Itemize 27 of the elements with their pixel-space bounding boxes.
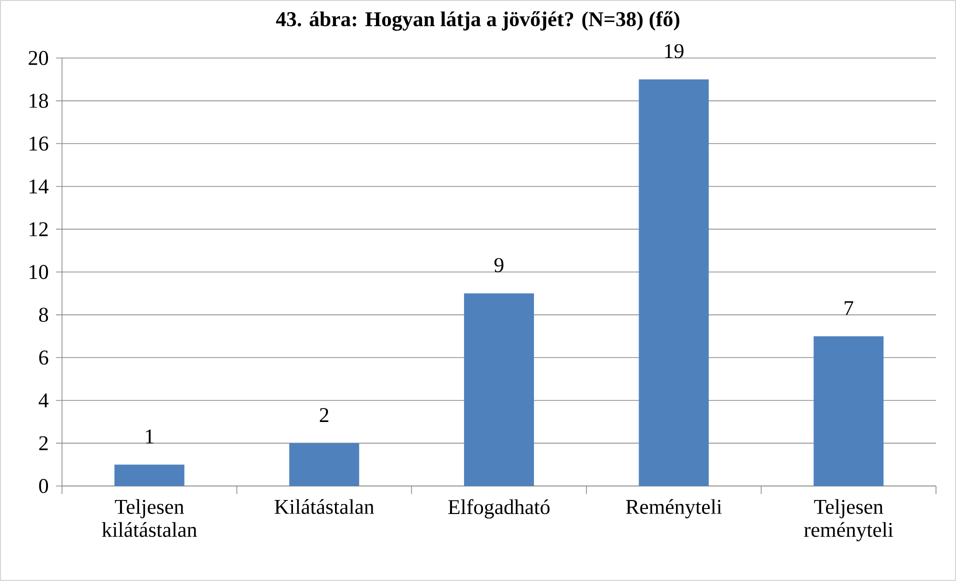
x-tick-label: Elfogadható [448,499,550,519]
bar [289,443,360,486]
bar [464,293,534,486]
x-tick-label: Teljesen kilátástalan [102,499,197,537]
chart-title: 43. ábra: Hogyan látja a jövőjét? (N=38) (fő) [276,11,680,31]
y-tick-label: 14 [30,179,48,194]
data-label: 1 [146,430,154,444]
y-tick-label: 12 [30,222,48,236]
y-tick-label: 0 [39,478,48,494]
y-tick-label: 10 [30,264,48,280]
y-tick-label: 8 [39,308,48,322]
x-tick-label: Kilátástalan [274,499,374,514]
y-tick-label: 20 [28,50,48,66]
x-tick-label: Teljesen reményteli [804,499,894,542]
bar [814,336,884,486]
bar [638,79,709,486]
data-label: 7 [844,301,854,315]
y-tick-label: 2 [39,436,48,450]
y-tick-label: 16 [30,136,48,151]
y-tick-label: 18 [30,94,48,108]
data-label: 2 [320,408,328,422]
data-label: 19 [665,44,684,58]
bar [114,464,184,486]
data-label: 9 [494,258,504,272]
y-tick-label: 4 [38,393,48,408]
x-tick-label: Reményteli [626,499,722,518]
y-tick-label: 6 [39,350,48,365]
